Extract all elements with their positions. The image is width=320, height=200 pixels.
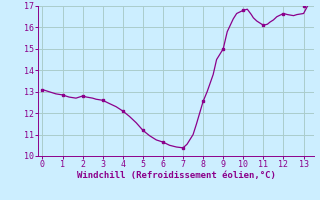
X-axis label: Windchill (Refroidissement éolien,°C): Windchill (Refroidissement éolien,°C) (76, 171, 276, 180)
